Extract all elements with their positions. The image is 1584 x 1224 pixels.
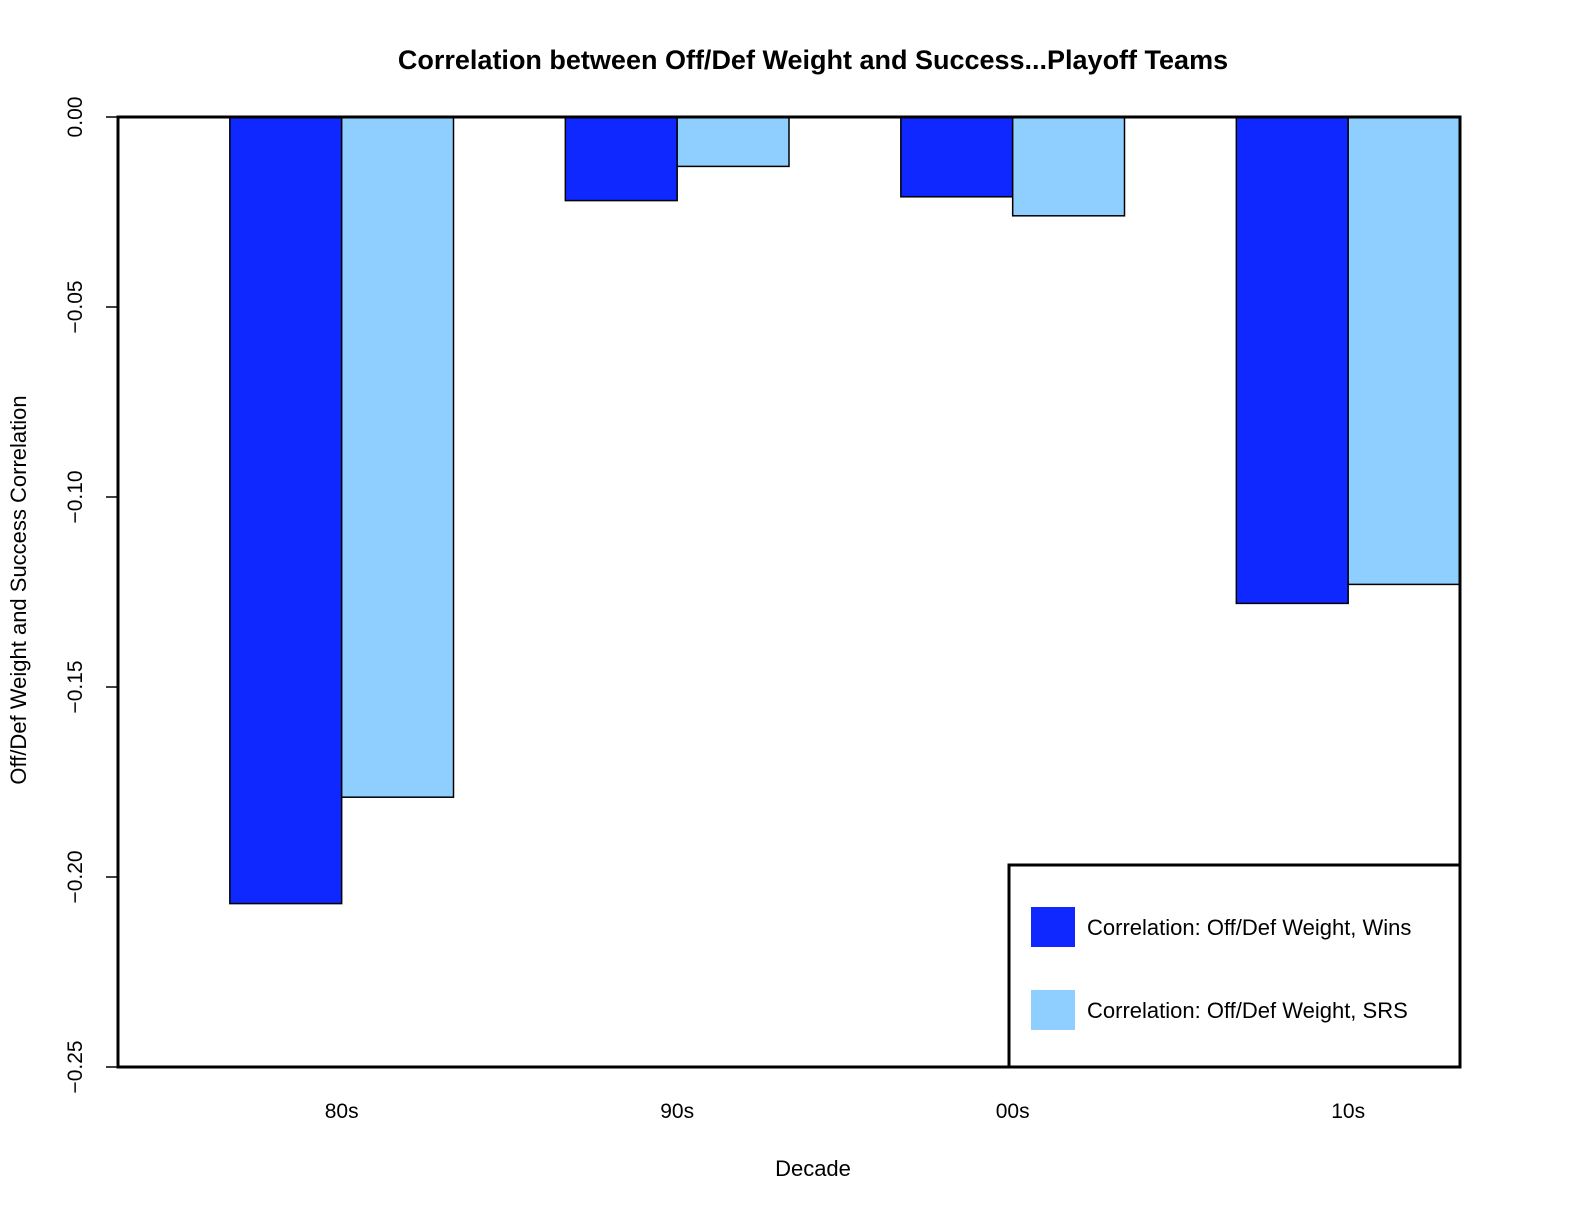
x-axis-label: Decade: [775, 1156, 851, 1181]
bar-00s-series-1: [900, 116, 1014, 198]
bar-80s-series-1: [229, 116, 343, 905]
x-tick-label-80s: 80s: [325, 1100, 359, 1123]
bar-10s-series-2: [1347, 116, 1461, 586]
bar-90s-series-2: [676, 116, 790, 168]
x-tick-label-00s: 00s: [996, 1100, 1030, 1123]
chart-title: Correlation between Off/Def Weight and S…: [398, 45, 1228, 75]
legend-box: [1007, 863, 1462, 1069]
y-tick-label: −0.10: [64, 470, 87, 523]
x-axis: 80s 90s 00s 10s: [325, 1100, 1365, 1123]
y-tick-label: −0.05: [64, 280, 87, 333]
legend-swatch-2: [1031, 990, 1075, 1030]
y-tick-label: −0.20: [64, 850, 87, 903]
legend-label-2: Correlation: Off/Def Weight, SRS: [1087, 998, 1408, 1023]
y-tick-label: −0.15: [64, 660, 87, 713]
x-tick-label-90s: 90s: [660, 1100, 694, 1123]
bar-00s-series-2: [1011, 116, 1126, 217]
bar-90s-series-1: [564, 116, 678, 202]
y-tick-label: −0.25: [64, 1040, 87, 1093]
legend-swatch-1: [1031, 907, 1075, 947]
bars-group: [229, 116, 1461, 905]
legend-label-1: Correlation: Off/Def Weight, Wins: [1087, 915, 1411, 940]
x-tick-label-10s: 10s: [1331, 1100, 1365, 1123]
y-axis-label: Off/Def Weight and Success Correlation: [6, 395, 31, 784]
y-tick-label: 0.00: [64, 97, 87, 138]
y-axis: 0.00 −0.05 −0.10 −0.15 −0.20 −0.25: [64, 97, 118, 1094]
bar-10s-series-1: [1235, 116, 1349, 605]
plot-frame: [116, 115, 1462, 1069]
bar-80s-series-2: [340, 116, 455, 798]
legend: Correlation: Off/Def Weight, Wins Correla…: [1007, 863, 1462, 1069]
